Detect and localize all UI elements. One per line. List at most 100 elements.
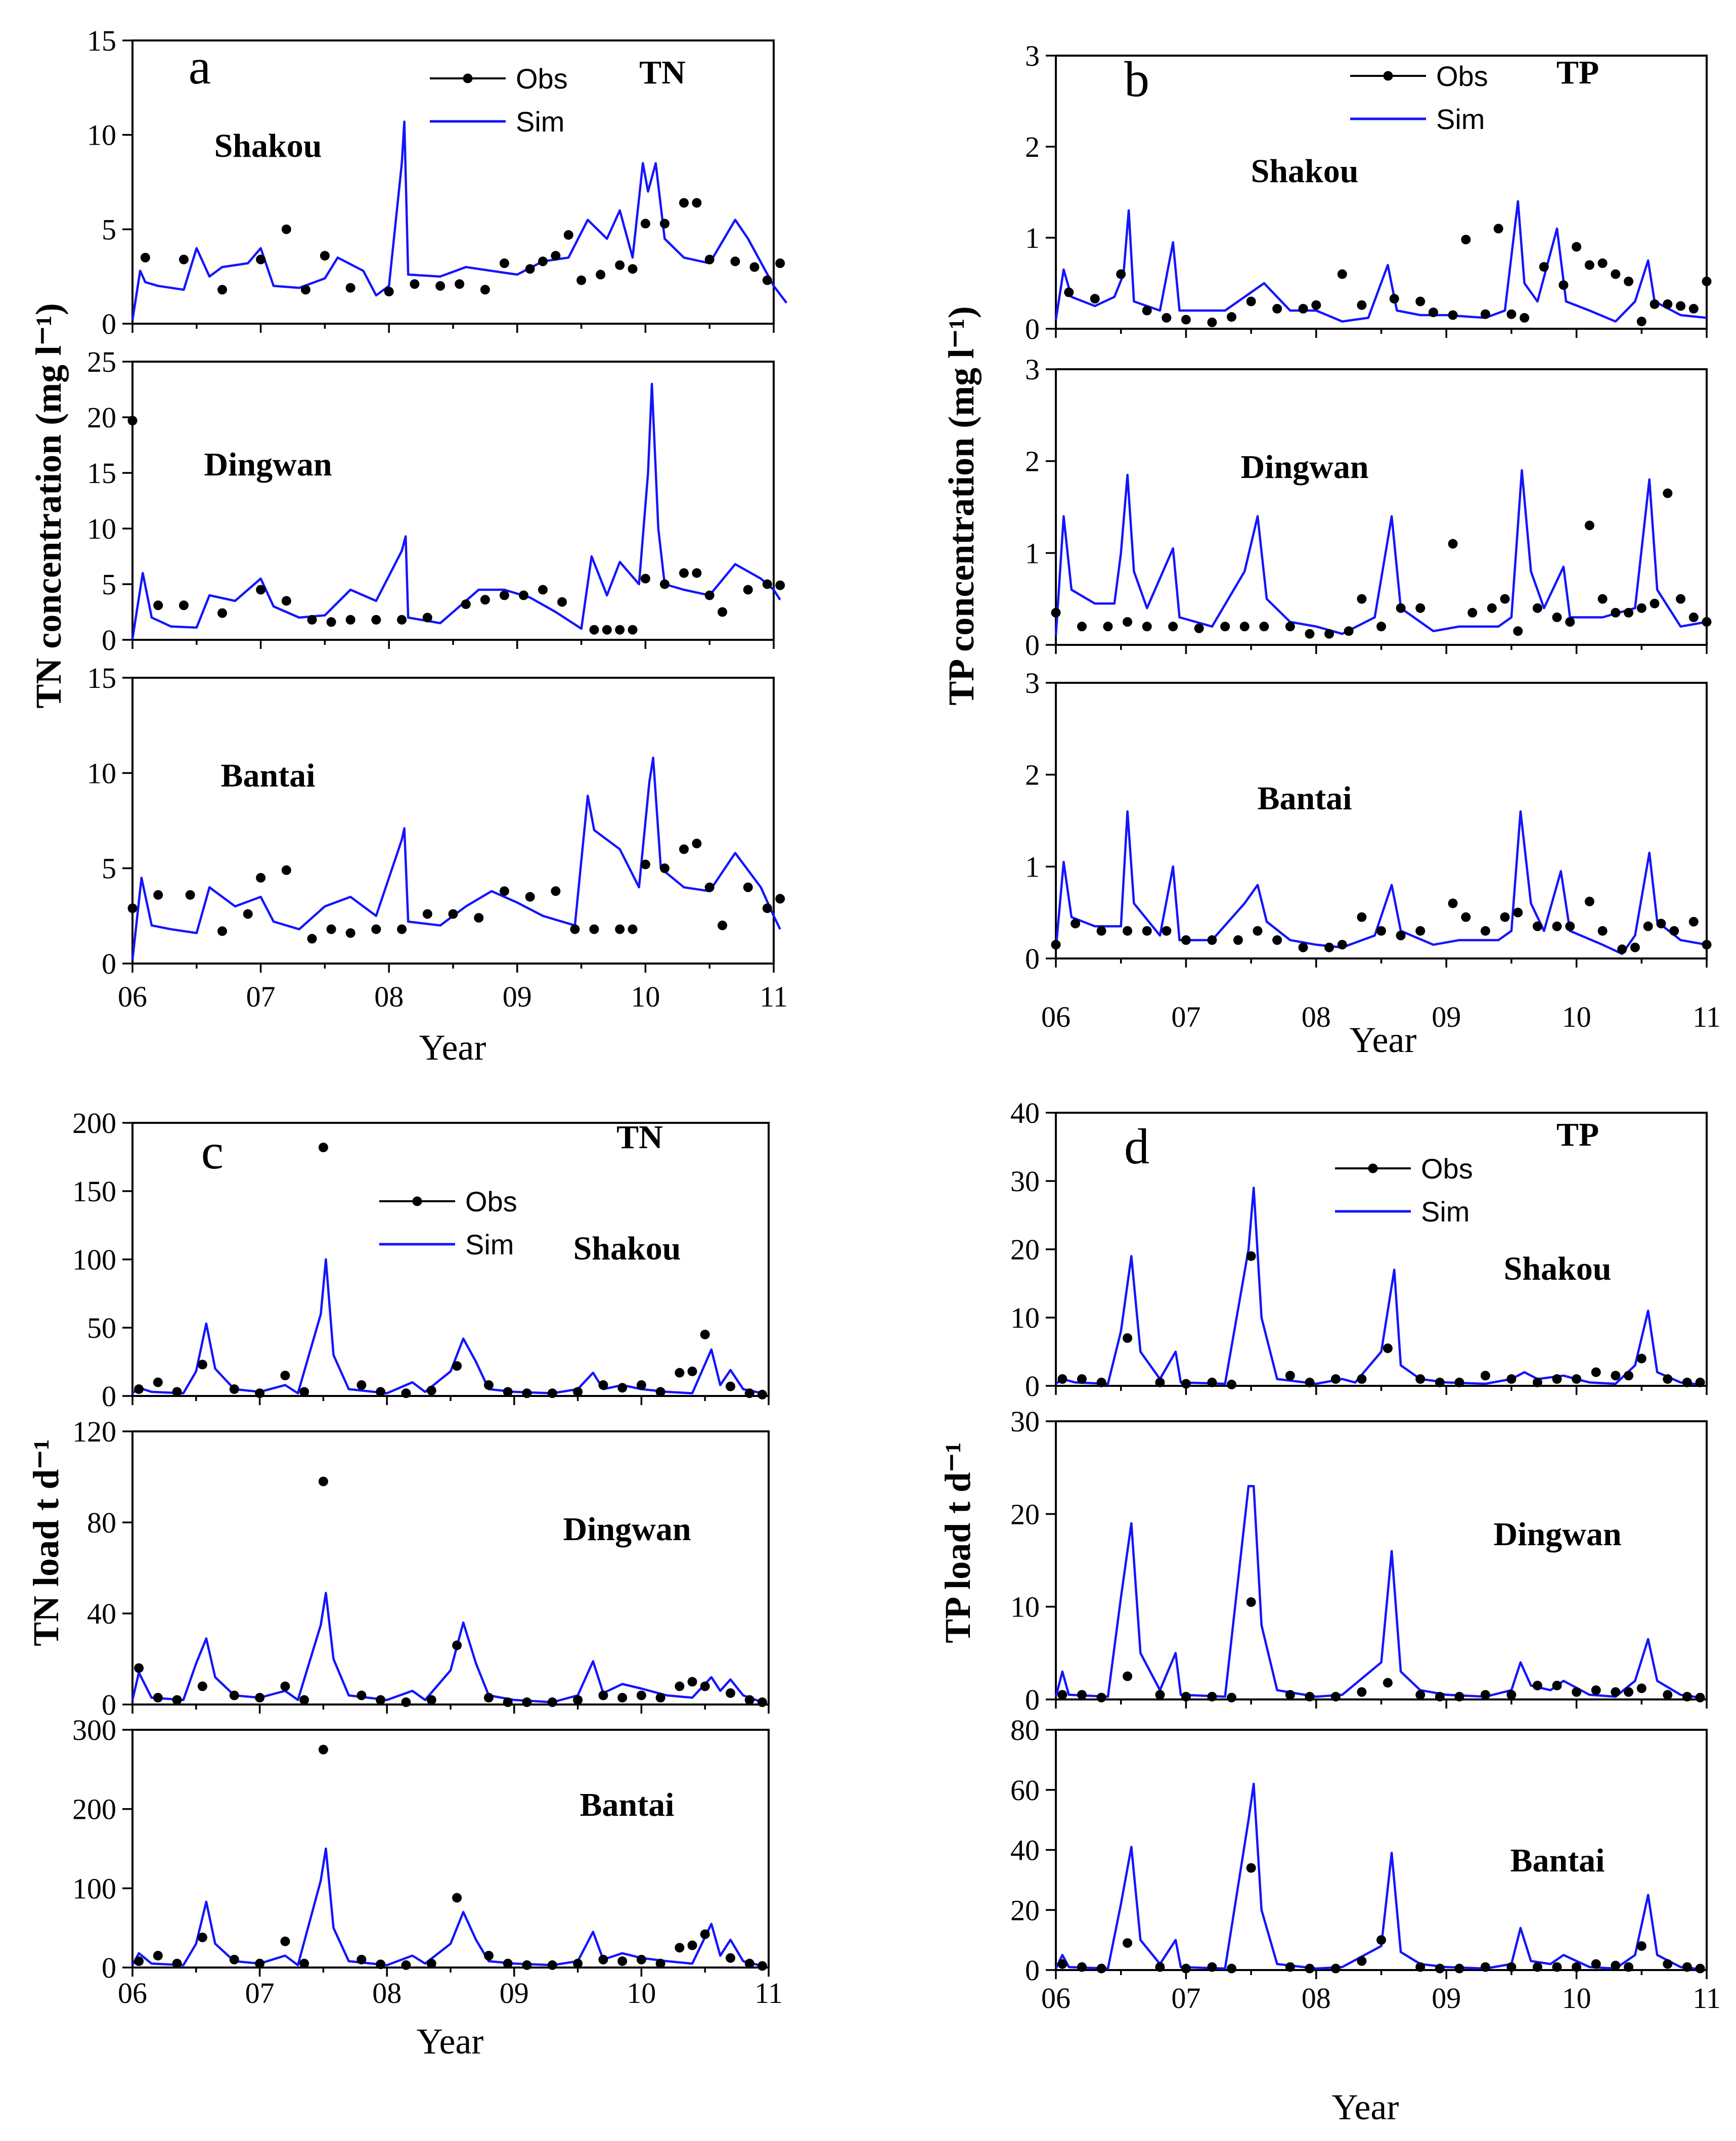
x-tick-label: 09 <box>500 1977 529 2009</box>
y-tick-label: 300 <box>72 1714 116 1746</box>
obs-point <box>452 1361 462 1371</box>
obs-point <box>692 568 702 578</box>
obs-point <box>1448 539 1458 549</box>
obs-point <box>1682 1692 1692 1701</box>
legend-sim-label: Sim <box>516 106 564 138</box>
obs-point <box>718 921 728 931</box>
obs-point <box>1636 1941 1646 1951</box>
legend: Obs Sim <box>1335 1153 1473 1228</box>
obs-point <box>280 1371 290 1380</box>
obs-point <box>1552 1374 1562 1384</box>
obs-point <box>1383 1343 1393 1353</box>
panel-d: 0 10 20 30 40 Shakou 0 10 20 30 Dingwan 0 20 40 60 80 Ba… <box>938 1097 1721 2127</box>
subplot-shakou: 0 1 2 3 Shakou <box>1025 39 1712 345</box>
obs-point <box>197 1360 207 1370</box>
obs-point <box>299 1387 309 1397</box>
obs-point <box>1096 1963 1106 1974</box>
obs-point <box>598 1690 608 1700</box>
obs-point <box>762 579 772 589</box>
obs-point <box>1168 622 1178 632</box>
obs-point <box>1272 303 1282 314</box>
y-tick-label: 3 <box>1025 39 1040 72</box>
obs-point <box>1324 942 1334 952</box>
y-tick-label: 150 <box>72 1175 116 1208</box>
obs-point <box>1532 1377 1542 1387</box>
obs-point <box>1636 1683 1646 1693</box>
obs-point <box>281 224 291 234</box>
obs-point <box>281 865 291 875</box>
obs-point <box>589 924 599 934</box>
y-tick-label: 30 <box>1010 1165 1040 1198</box>
y-tick-label: 100 <box>72 1243 116 1276</box>
obs-point <box>1480 309 1490 319</box>
obs-point <box>452 1640 462 1650</box>
obs-point <box>1532 921 1542 931</box>
obs-point <box>522 1388 532 1399</box>
legend-sim-label: Sim <box>1421 1196 1470 1228</box>
y-tick-label: 10 <box>87 512 116 545</box>
legend: Obs Sim <box>430 63 568 138</box>
obs-point <box>480 285 490 295</box>
obs-point <box>679 844 689 854</box>
y-tick-label: 1 <box>1025 850 1040 883</box>
obs-point <box>692 839 702 849</box>
obs-point <box>1155 1962 1165 1972</box>
y-tick-label: 10 <box>1010 1301 1040 1334</box>
obs-point <box>229 1384 239 1394</box>
obs-point <box>675 1368 685 1378</box>
obs-point <box>636 1954 646 1964</box>
obs-point <box>743 882 753 892</box>
obs-point <box>551 886 561 896</box>
obs-point <box>1376 622 1386 632</box>
obs-point <box>1096 926 1106 936</box>
obs-point <box>1220 622 1230 632</box>
obs-point <box>1669 926 1679 936</box>
obs-point <box>1513 907 1523 917</box>
obs-point <box>615 625 625 635</box>
obs-point <box>659 579 670 589</box>
obs-point <box>775 580 785 590</box>
y-tick-label: 0 <box>102 1951 116 1984</box>
obs-point <box>172 1695 182 1705</box>
obs-point <box>1572 1374 1582 1384</box>
y-tick-label: 0 <box>102 1380 116 1413</box>
obs-point <box>1162 926 1172 936</box>
obs-point <box>1676 594 1686 604</box>
obs-point <box>1071 919 1081 929</box>
obs-point <box>1513 626 1523 636</box>
obs-point <box>1584 260 1594 270</box>
obs-point <box>1688 613 1699 622</box>
obs-point <box>518 590 528 600</box>
subplot-shakou: 0 50 100 150 200 Shakou <box>72 1107 770 1413</box>
obs-point <box>1624 1962 1634 1972</box>
y-tick-label: 0 <box>102 624 116 657</box>
x-tick-label: 11 <box>754 1977 783 2009</box>
subplot-dingwan: 0 40 80 120 Dingwan <box>72 1415 770 1721</box>
obs-point <box>547 1388 557 1399</box>
obs-point <box>1357 594 1367 604</box>
obs-point <box>153 890 163 900</box>
obs-point <box>1207 1692 1217 1701</box>
obs-point <box>744 1388 754 1399</box>
x-tick-label: 11 <box>1693 1000 1721 1033</box>
obs-point <box>1487 603 1497 613</box>
obs-point <box>1233 935 1243 945</box>
obs-point <box>1552 921 1562 931</box>
legend-obs-label: Obs <box>516 63 568 95</box>
obs-point <box>1181 1379 1191 1389</box>
y-axis-title: TN concentration (mg l⁻¹) <box>28 303 69 708</box>
legend-sim-label: Sim <box>1436 103 1485 135</box>
obs-point <box>345 615 355 625</box>
x-tick-label: 10 <box>631 980 660 1013</box>
obs-point <box>1480 926 1490 936</box>
subplot-bantai: 0 5 10 15 Bantai <box>87 662 785 980</box>
x-tick-label: 08 <box>374 980 404 1013</box>
obs-point <box>1435 1692 1445 1701</box>
y-tick-label: 0 <box>1025 1370 1040 1403</box>
obs-point <box>1597 258 1608 268</box>
obs-point <box>483 1693 494 1702</box>
x-tick-label: 09 <box>503 980 532 1013</box>
obs-point <box>1532 1681 1542 1690</box>
obs-point <box>718 607 728 617</box>
y-tick-label: 20 <box>87 401 116 434</box>
